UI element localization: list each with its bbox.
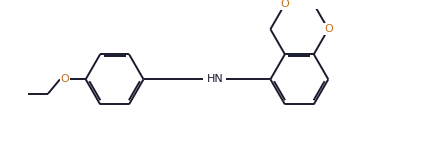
Text: HN: HN [207,74,223,84]
Text: O: O [60,74,69,84]
Text: O: O [280,0,289,9]
Text: O: O [324,24,333,34]
